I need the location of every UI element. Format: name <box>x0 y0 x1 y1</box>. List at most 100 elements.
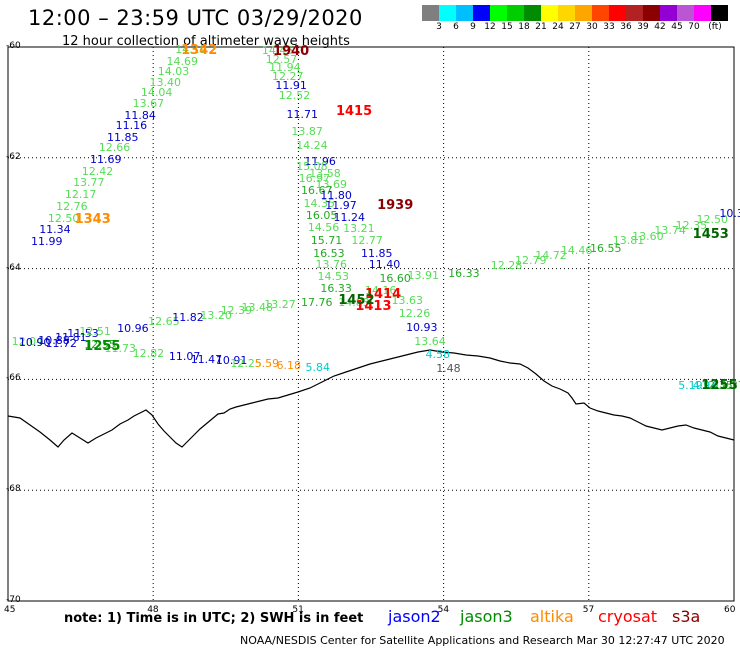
colorbar-swatch <box>439 5 456 21</box>
colorbar-label: 42 <box>654 22 666 32</box>
colorbar-swatch <box>694 5 711 21</box>
colorbar-label: 27 <box>569 22 581 32</box>
wave-height-value: 11.72 <box>45 336 77 350</box>
wave-height-value: 16.97 <box>298 172 331 186</box>
latitude-label: -62 <box>6 151 21 162</box>
legend-item-cryosat: cryosat <box>598 607 658 626</box>
longitude-label: 45 <box>4 605 16 615</box>
wave-height-value: 12.51 <box>79 324 111 338</box>
wave-height-value: 13.91 <box>407 269 440 283</box>
colorbar-swatch <box>575 5 592 21</box>
graticule <box>8 47 734 601</box>
wave-height-value: 16.53 <box>313 246 345 260</box>
wave-height-value: 13.60 <box>632 230 664 244</box>
legend-item-jason3: jason3 <box>460 607 513 626</box>
wave-height-value: 12.57 <box>265 53 298 67</box>
wave-height-value: 12.55 <box>84 337 116 351</box>
wave-height-value: 11.71 <box>286 108 319 122</box>
wave-height-value: 13.69 <box>315 178 348 192</box>
colorbar-swatch <box>558 5 575 21</box>
colorbar-label: 70 <box>688 22 700 32</box>
colorbar-label: 39 <box>637 22 649 32</box>
wave-height-value: 12.39 <box>220 304 253 318</box>
wave-height-value: 14.45 <box>261 43 294 57</box>
wave-height-value: 12.35 <box>675 219 708 233</box>
wave-height-value: 11.07 <box>168 349 201 363</box>
wave-height-value: 16.33 <box>320 281 352 295</box>
wave-height-value: 12.82 <box>132 346 165 360</box>
colorbar-swatch <box>592 5 609 21</box>
wave-height-value: 11.24 <box>333 211 365 225</box>
antarctic-coastline <box>7 349 735 448</box>
wave-height-value: 11.85 <box>361 246 393 260</box>
pass-time-label: 1452 <box>338 293 375 309</box>
wave-height-value: 13.48 <box>241 301 274 315</box>
legend-item-altika: altika <box>530 607 574 626</box>
wave-height-value: 17.76 <box>301 295 333 309</box>
wave-height-value: 12.50 <box>696 212 728 226</box>
wave-height-value: 13.74 <box>654 223 686 237</box>
wave-height-value: 4.94 <box>692 378 718 392</box>
wave-height-value: 10.96 <box>117 321 149 335</box>
wave-height-value: 10.88 <box>38 333 70 347</box>
wave-height-value: 10.3 <box>719 207 740 221</box>
wave-height-value: 14.04 <box>140 86 173 100</box>
wave-height-value: 1.48 <box>436 362 461 376</box>
colorbar-label: 30 <box>586 22 598 32</box>
longitude-label: 57 <box>582 605 595 615</box>
wave-height-value: 12.52 <box>278 88 311 102</box>
colorbar-label: 9 <box>470 22 476 32</box>
pass-time-label: 1255 <box>701 377 738 393</box>
colorbar-label: 12 <box>484 22 496 32</box>
latitude-label: -60 <box>6 41 21 51</box>
latitude-label: -68 <box>6 484 21 495</box>
wave-height-value: 6.18 <box>276 358 301 372</box>
pass-time-label: 1255 <box>84 339 121 355</box>
pass-time-label: 1453 <box>692 227 729 243</box>
pass-time-label: 1939 <box>377 197 414 213</box>
colorbar-label: 3 <box>436 22 442 32</box>
colorbar-swatch <box>711 5 728 21</box>
wave-height-value: 13.20 <box>200 308 232 322</box>
colorbar-swatch <box>490 5 507 21</box>
wave-height-value: 11.94 <box>269 61 301 75</box>
colorbar <box>422 5 728 21</box>
wave-height-value: 14.35 <box>303 196 335 210</box>
latitude-label: -70 <box>6 595 21 605</box>
wave-height-value: 12.79 <box>514 254 547 268</box>
colorbar-swatch <box>456 5 473 21</box>
colorbar-swatch <box>541 5 558 21</box>
wave-height-value: 12.66 <box>98 141 131 155</box>
wave-height-value: 13.77 <box>73 176 105 190</box>
wave-height-value: 16.33 <box>448 267 480 281</box>
wave-height-value: 11.84 <box>124 108 156 122</box>
pass-time-label: 1415 <box>335 103 373 119</box>
pass-time-label: 1413 <box>355 298 392 314</box>
wave-height-value: 12.26 <box>398 307 431 321</box>
wave-height-value: 14.69 <box>166 54 198 68</box>
wave-height-value: 12.77 <box>351 233 383 247</box>
wave-height-value: 12.17 <box>64 188 97 202</box>
colorbar-label: 18 <box>518 22 530 32</box>
wave-height-value: 12.76 <box>56 199 88 213</box>
wave-height-value: 5.84 <box>305 360 331 374</box>
wave-height-value: 12.37 <box>713 378 740 392</box>
wave-height-value: 13.64 <box>414 334 446 348</box>
wave-height-value: 13.87 <box>291 125 323 139</box>
wave-height-value: 13.63 <box>391 294 424 308</box>
wave-height-value: 13.58 <box>309 166 341 180</box>
legend-item-jason2: jason2 <box>388 607 441 626</box>
wave-height-value: 12.42 <box>81 165 114 179</box>
colorbar-label: 24 <box>552 22 564 32</box>
wave-height-value: 11.40 <box>368 258 401 272</box>
wave-height-value: 13.27 <box>264 297 296 311</box>
longitude-label: 48 <box>147 605 159 615</box>
wave-height-value: 11.91 <box>275 79 307 93</box>
wave-height-value: 14.83 <box>338 295 370 309</box>
colorbar-swatch <box>473 5 490 21</box>
wave-height-value: 12.50 <box>47 211 80 225</box>
colorbar-label: 21 <box>535 22 547 32</box>
wave-height-value: 11.97 <box>325 198 357 212</box>
wave-height-value: 14.03 <box>157 65 190 79</box>
